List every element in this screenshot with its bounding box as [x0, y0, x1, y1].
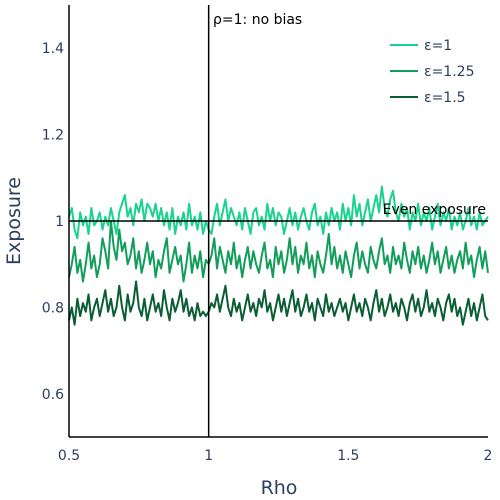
legend-label-3: ε=1.5 — [424, 90, 466, 106]
series-line-1 — [68, 185, 489, 240]
y-tick-label: 1.4 — [42, 41, 64, 57]
y-axis-title: Exposure — [3, 177, 25, 265]
series-line-2 — [68, 220, 489, 283]
y-tick-label: 1 — [55, 214, 64, 230]
legend: ε=1 ε=1.25 ε=1.5 — [390, 38, 474, 106]
horizontal-reference-label: Even exposure — [383, 202, 486, 218]
legend-label-1: ε=1 — [424, 38, 452, 54]
x-tick-label: 1 — [204, 448, 213, 464]
tick-labels: 0.5 1 1.5 2 0.6 0.8 1 1.2 1.4 — [42, 41, 493, 464]
series-layer — [68, 185, 489, 326]
x-axis-title: Rho — [261, 477, 298, 499]
y-tick-label: 1.2 — [42, 128, 64, 144]
x-tick-label: 2 — [484, 448, 493, 464]
legend-label-2: ε=1.25 — [424, 64, 474, 80]
x-tick-label: 1.5 — [337, 448, 359, 464]
y-tick-label: 0.6 — [42, 387, 64, 403]
series-line-3 — [68, 280, 489, 326]
y-tick-label: 0.8 — [42, 300, 64, 316]
vertical-reference-label: ρ=1: no bias — [213, 12, 302, 28]
reference-lines — [69, 5, 488, 437]
x-tick-label: 0.5 — [58, 448, 80, 464]
